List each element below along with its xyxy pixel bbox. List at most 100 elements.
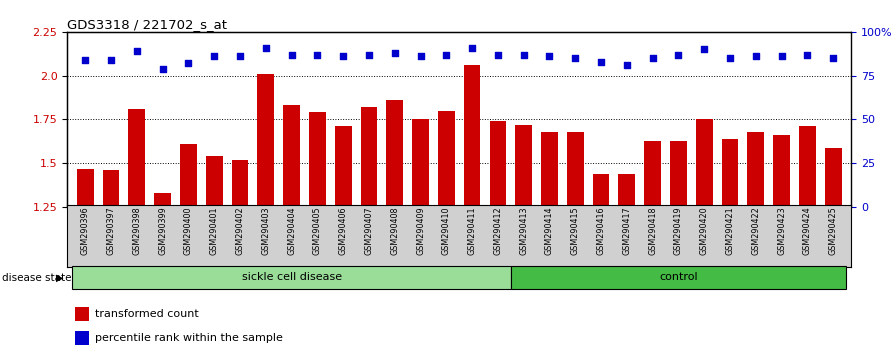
Bar	[438, 111, 454, 354]
Text: GSM290425: GSM290425	[829, 207, 838, 255]
Text: GSM290415: GSM290415	[571, 207, 580, 255]
Bar	[180, 144, 197, 354]
Bar	[128, 109, 145, 354]
Bar	[231, 160, 248, 354]
Bar	[541, 132, 558, 354]
Text: GSM290406: GSM290406	[339, 207, 348, 255]
Bar	[721, 139, 738, 354]
Point	[413, 53, 427, 59]
Point	[439, 52, 453, 57]
Text: GSM290401: GSM290401	[210, 207, 219, 255]
Text: GSM290405: GSM290405	[313, 207, 322, 255]
Point	[542, 53, 556, 59]
Point	[749, 53, 763, 59]
Bar	[335, 126, 351, 354]
Bar	[206, 156, 222, 354]
Point	[645, 55, 659, 61]
FancyBboxPatch shape	[73, 266, 511, 289]
Bar	[824, 148, 841, 354]
Text: GSM290398: GSM290398	[133, 207, 142, 255]
Point	[181, 61, 195, 66]
Bar	[360, 107, 377, 354]
Point	[155, 66, 169, 72]
Bar	[77, 169, 94, 354]
Text: GSM290407: GSM290407	[365, 207, 374, 255]
Text: ▶: ▶	[56, 273, 64, 283]
Bar	[75, 331, 89, 344]
Point	[594, 59, 608, 64]
Bar	[670, 141, 687, 354]
Text: control: control	[659, 272, 698, 282]
Point	[104, 57, 118, 63]
Text: GSM290413: GSM290413	[519, 207, 528, 255]
Point	[620, 62, 634, 68]
Text: GSM290416: GSM290416	[597, 207, 606, 255]
Bar	[515, 125, 532, 354]
Point	[671, 52, 685, 57]
FancyBboxPatch shape	[511, 266, 846, 289]
Bar	[309, 113, 326, 354]
Text: GSM290419: GSM290419	[674, 207, 683, 255]
Bar	[75, 307, 89, 321]
Point	[388, 50, 402, 56]
Point	[130, 48, 144, 54]
Point	[491, 52, 505, 57]
Point	[516, 52, 530, 57]
Point	[336, 53, 350, 59]
Text: percentile rank within the sample: percentile rank within the sample	[95, 332, 282, 343]
Bar	[592, 174, 609, 354]
Bar	[644, 141, 661, 354]
Text: disease state: disease state	[2, 273, 72, 283]
Text: GSM290424: GSM290424	[803, 207, 812, 255]
Text: GSM290403: GSM290403	[262, 207, 271, 255]
Text: GSM290421: GSM290421	[726, 207, 735, 255]
Point	[78, 57, 92, 63]
Text: GSM290420: GSM290420	[700, 207, 709, 255]
Point	[723, 55, 737, 61]
Text: transformed count: transformed count	[95, 309, 198, 319]
Text: GSM290417: GSM290417	[623, 207, 632, 255]
Text: sickle cell disease: sickle cell disease	[242, 272, 341, 282]
Text: GSM290408: GSM290408	[391, 207, 400, 255]
Text: GDS3318 / 221702_s_at: GDS3318 / 221702_s_at	[67, 18, 228, 31]
Bar	[283, 105, 300, 354]
Point	[697, 47, 711, 52]
Bar	[412, 120, 429, 354]
Text: GSM290399: GSM290399	[158, 207, 168, 255]
Bar	[799, 126, 815, 354]
Point	[310, 52, 324, 57]
Point	[465, 45, 479, 51]
Point	[826, 55, 840, 61]
Bar	[618, 174, 635, 354]
Bar	[464, 65, 480, 354]
Point	[259, 45, 273, 51]
Bar	[773, 135, 790, 354]
Bar	[696, 120, 712, 354]
Bar	[567, 132, 583, 354]
Bar	[489, 121, 506, 354]
Text: GSM290409: GSM290409	[416, 207, 425, 255]
Text: GSM290418: GSM290418	[648, 207, 657, 255]
Point	[568, 55, 582, 61]
Text: GSM290404: GSM290404	[287, 207, 296, 255]
Point	[774, 53, 788, 59]
Text: GSM290400: GSM290400	[184, 207, 193, 255]
Point	[233, 53, 247, 59]
Point	[284, 52, 298, 57]
Point	[800, 52, 814, 57]
Text: GSM290412: GSM290412	[494, 207, 503, 255]
Bar	[103, 170, 119, 354]
Text: GSM290402: GSM290402	[236, 207, 245, 255]
Text: GSM290397: GSM290397	[107, 207, 116, 255]
Text: GSM290411: GSM290411	[468, 207, 477, 255]
Bar	[747, 132, 764, 354]
Point	[362, 52, 376, 57]
Bar	[386, 100, 403, 354]
Text: GSM290423: GSM290423	[777, 207, 786, 255]
Bar	[257, 74, 274, 354]
Bar	[154, 193, 171, 354]
Point	[207, 53, 221, 59]
Text: GSM290414: GSM290414	[545, 207, 554, 255]
Text: GSM290396: GSM290396	[81, 207, 90, 255]
Text: GSM290422: GSM290422	[751, 207, 761, 255]
